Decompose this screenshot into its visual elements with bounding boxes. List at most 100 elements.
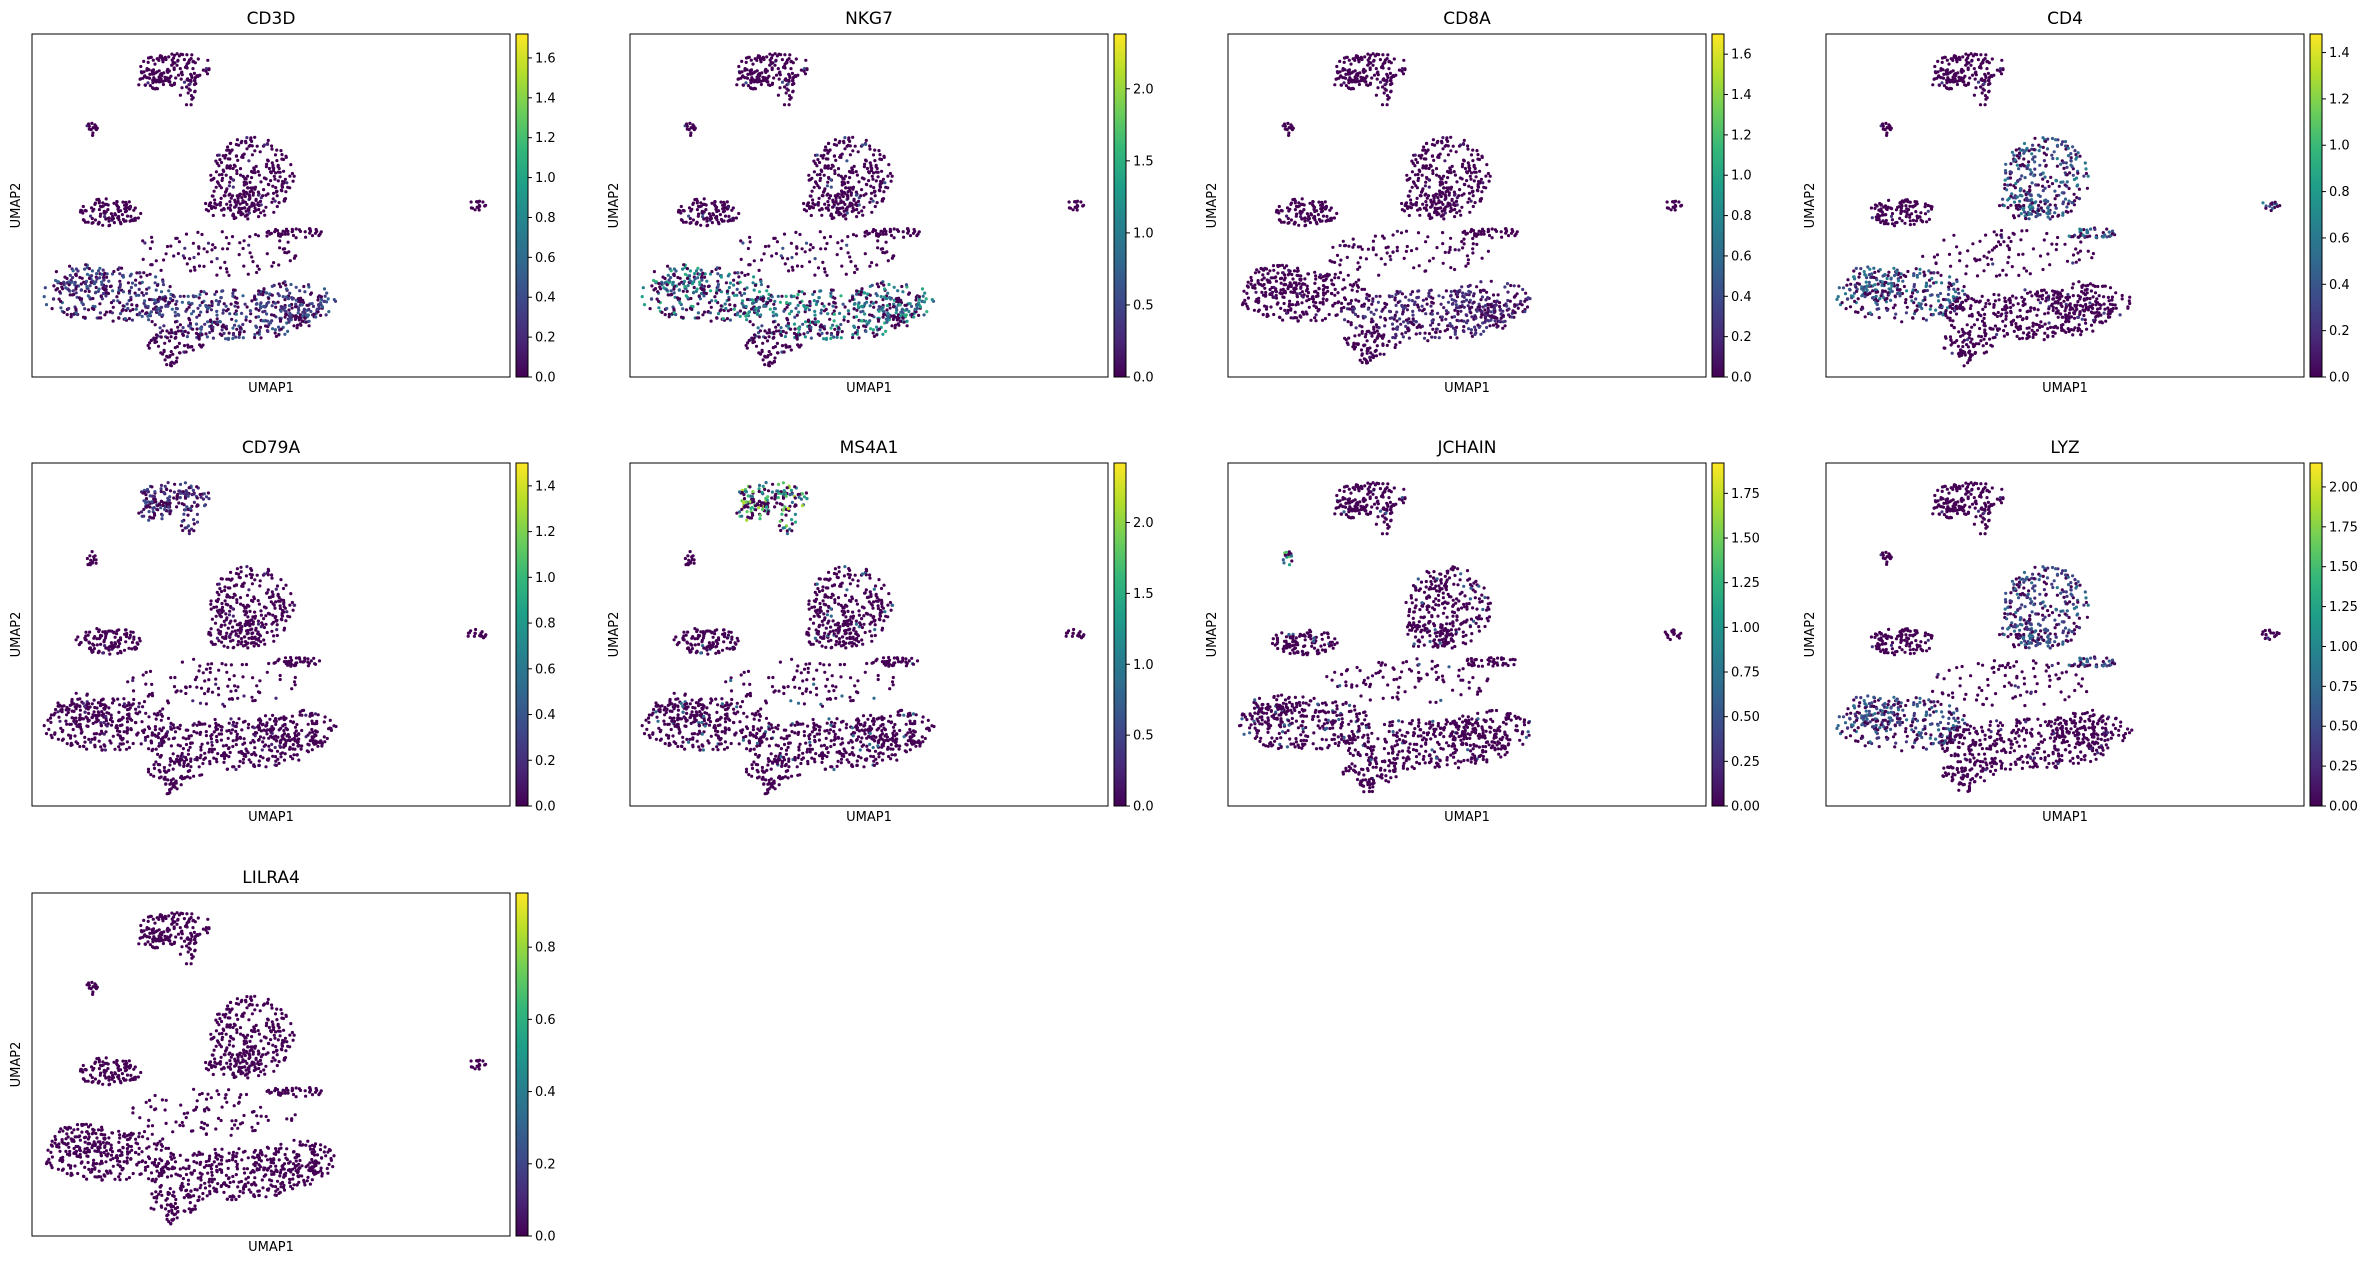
point bbox=[76, 269, 80, 273]
point bbox=[865, 300, 869, 304]
point bbox=[781, 246, 785, 250]
point bbox=[1407, 298, 1411, 302]
point bbox=[248, 309, 252, 313]
point bbox=[880, 197, 885, 201]
point bbox=[90, 216, 94, 221]
point bbox=[1279, 292, 1283, 296]
point bbox=[1505, 304, 1509, 308]
point bbox=[723, 214, 728, 218]
point bbox=[1400, 332, 1404, 336]
point bbox=[1450, 208, 1454, 212]
point bbox=[788, 74, 792, 78]
point bbox=[1279, 276, 1284, 280]
point bbox=[767, 244, 771, 248]
point bbox=[1467, 191, 1472, 195]
point bbox=[1345, 255, 1349, 259]
point bbox=[1480, 190, 1484, 194]
point bbox=[1437, 174, 1441, 178]
point bbox=[839, 174, 843, 178]
point bbox=[904, 283, 909, 287]
point bbox=[162, 348, 166, 352]
point bbox=[1321, 291, 1326, 295]
point bbox=[174, 76, 178, 80]
point bbox=[1445, 312, 1449, 316]
point bbox=[855, 289, 859, 293]
point bbox=[856, 325, 861, 329]
point bbox=[918, 305, 923, 309]
point bbox=[215, 320, 219, 324]
point bbox=[1449, 236, 1453, 240]
point bbox=[804, 209, 809, 213]
point bbox=[1458, 188, 1462, 192]
point bbox=[892, 227, 896, 231]
point bbox=[266, 138, 270, 142]
point bbox=[1346, 273, 1350, 277]
point bbox=[1261, 293, 1266, 297]
point bbox=[922, 313, 926, 317]
point bbox=[1343, 318, 1347, 322]
point bbox=[291, 229, 295, 233]
point bbox=[868, 200, 872, 204]
point bbox=[263, 213, 267, 217]
point bbox=[1314, 319, 1318, 323]
point bbox=[700, 209, 704, 213]
point bbox=[820, 169, 824, 173]
point bbox=[771, 336, 775, 340]
panel-title: CD3D bbox=[247, 9, 296, 29]
point bbox=[702, 294, 706, 298]
point bbox=[756, 326, 760, 330]
point bbox=[865, 183, 869, 187]
point bbox=[282, 169, 286, 173]
point bbox=[137, 83, 141, 87]
point bbox=[241, 246, 245, 251]
point bbox=[90, 279, 94, 283]
point bbox=[1363, 335, 1367, 339]
point bbox=[194, 294, 198, 298]
point bbox=[831, 200, 835, 204]
point bbox=[273, 153, 278, 157]
point bbox=[818, 328, 822, 332]
point bbox=[1410, 290, 1415, 294]
point bbox=[740, 271, 744, 275]
point bbox=[294, 285, 298, 289]
point bbox=[190, 53, 194, 57]
point bbox=[1471, 301, 1475, 305]
point bbox=[189, 78, 193, 82]
point bbox=[1358, 358, 1362, 362]
point bbox=[829, 212, 833, 216]
point bbox=[672, 287, 676, 291]
point bbox=[1335, 313, 1339, 317]
point bbox=[1335, 77, 1339, 81]
point bbox=[860, 319, 864, 323]
colorbar-tick-label: 0.4 bbox=[535, 291, 556, 306]
point bbox=[803, 335, 808, 339]
point bbox=[215, 309, 219, 313]
point bbox=[763, 336, 768, 340]
point bbox=[1329, 291, 1334, 296]
point bbox=[257, 207, 261, 212]
point bbox=[689, 296, 693, 301]
point bbox=[273, 331, 277, 335]
point bbox=[736, 271, 740, 275]
point bbox=[245, 147, 249, 151]
point bbox=[1444, 180, 1448, 184]
point bbox=[696, 204, 701, 208]
point bbox=[871, 230, 875, 234]
point bbox=[868, 304, 872, 308]
point bbox=[1449, 135, 1453, 139]
point bbox=[253, 135, 257, 139]
point bbox=[803, 307, 808, 311]
point bbox=[1407, 194, 1411, 198]
point bbox=[834, 305, 838, 309]
point bbox=[681, 208, 685, 213]
point bbox=[228, 180, 232, 184]
point bbox=[872, 305, 876, 309]
point bbox=[104, 310, 109, 314]
point bbox=[921, 294, 925, 298]
point bbox=[802, 201, 806, 206]
point bbox=[1464, 264, 1468, 268]
point bbox=[821, 156, 825, 160]
point bbox=[1333, 260, 1337, 264]
point bbox=[50, 307, 54, 311]
point bbox=[308, 231, 312, 235]
